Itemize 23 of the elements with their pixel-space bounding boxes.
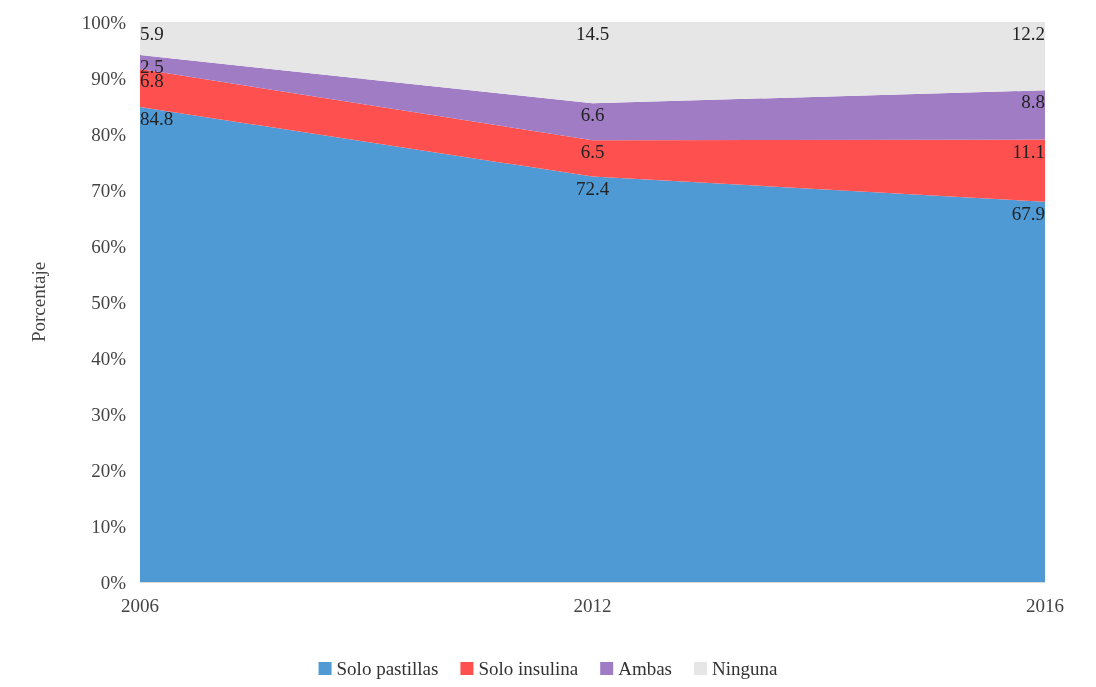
x-tick-label: 2006: [121, 595, 159, 616]
x-tick-label: 2016: [1026, 595, 1064, 616]
legend-label: Solo insulina: [478, 658, 579, 679]
legend-label: Solo pastillas: [336, 658, 439, 679]
y-tick-label: 40%: [91, 347, 127, 369]
y-tick-label: 90%: [91, 67, 127, 89]
data-label: 14.5: [575, 23, 610, 44]
y-tick-label: 10%: [91, 515, 127, 537]
y-tick-label: 30%: [91, 403, 127, 425]
y-tick-label: 70%: [91, 179, 127, 201]
y-tick-label: 60%: [91, 235, 127, 257]
data-label: 8.8: [1021, 91, 1045, 113]
y-tick-label: 100%: [81, 11, 127, 33]
y-tick-label: 20%: [91, 459, 127, 481]
data-label: 12.2: [1011, 23, 1045, 44]
y-tick-label: 80%: [91, 123, 127, 145]
legend-label: Ninguna: [712, 658, 779, 679]
data-label: 5.9: [140, 23, 164, 44]
y-axis-title: Porcentaje: [28, 261, 49, 343]
y-tick-label: 0%: [100, 571, 127, 593]
x-tick-label: 2012: [573, 595, 612, 616]
y-tick-label: 50%: [91, 291, 127, 313]
legend-label: Ambas: [618, 658, 673, 679]
